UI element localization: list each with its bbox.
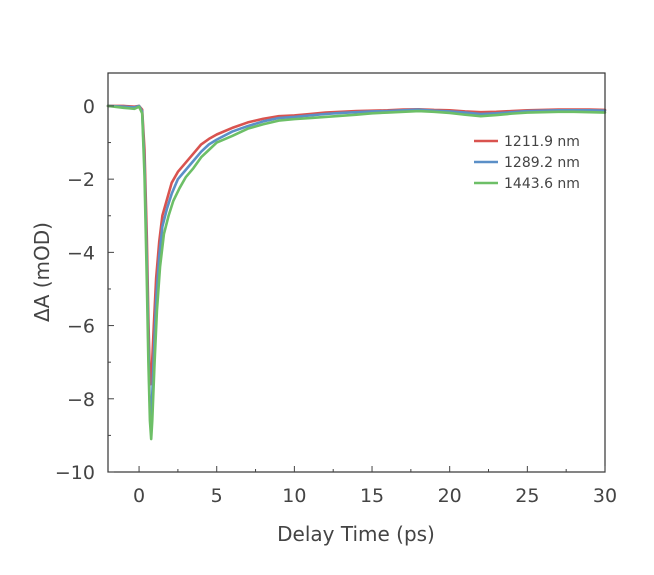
y-tick-label: −10 (55, 462, 95, 484)
y-axis-title: ΔA (mOD) (30, 222, 54, 322)
legend-label: 1443.6 nm (504, 176, 580, 192)
y-tick-label: 0 (83, 96, 95, 118)
series-layer (106, 104, 607, 441)
y-tick-label: −4 (67, 242, 95, 264)
series-line-3 (106, 104, 607, 441)
x-tick-label: 20 (438, 485, 462, 507)
x-axis-title: Delay Time (ps) (277, 522, 435, 546)
y-tick-label: −6 (67, 316, 95, 338)
x-tick-label: 30 (593, 485, 617, 507)
legend-label: 1211.9 nm (504, 134, 580, 150)
axis-ticks: 0 5 10 15 20 25 30 0 −2 −4 −6 −8 −10 (55, 96, 617, 507)
x-tick-label: 10 (282, 485, 306, 507)
series-line-2 (106, 104, 607, 423)
legend-label: 1289.2 nm (504, 155, 580, 171)
x-tick-label: 0 (133, 485, 145, 507)
y-tick-label: −2 (67, 169, 95, 191)
x-tick-label: 25 (515, 485, 539, 507)
y-tick-label: −8 (67, 389, 95, 411)
legend: 1211.9 nm 1289.2 nm 1443.6 nm (474, 134, 580, 192)
plot-frame (107, 72, 606, 473)
x-tick-label: 5 (211, 485, 223, 507)
x-tick-label: 15 (360, 485, 384, 507)
